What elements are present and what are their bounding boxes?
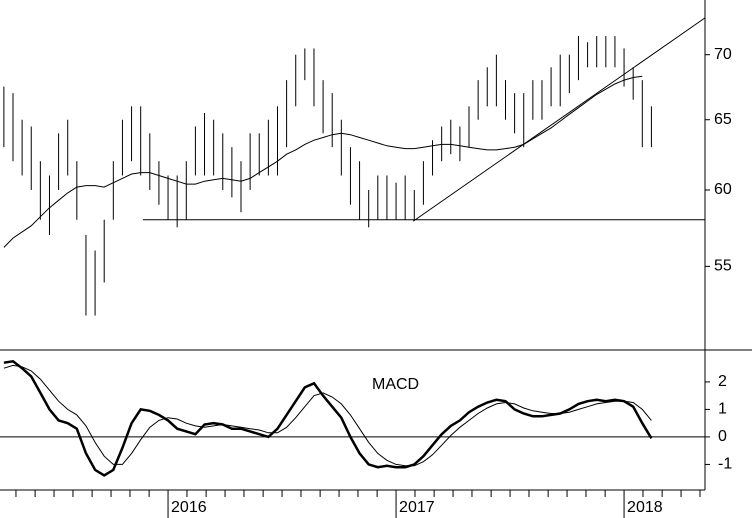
y-tick-label: 2: [718, 373, 727, 390]
y-tick-label: -1: [718, 456, 732, 473]
moving-average: [3, 75, 643, 248]
y-tick-label: 1: [718, 401, 727, 418]
macd-line: [3, 359, 653, 477]
annotation: MACD: [372, 376, 419, 393]
y-tick-label: 0: [718, 428, 727, 445]
y-tick-label: 60: [714, 181, 732, 198]
signal-line: [3, 364, 652, 467]
x-tick-label: 2018: [627, 499, 663, 516]
y-tick-label: 70: [714, 46, 732, 63]
x-tick-label: 2016: [171, 499, 207, 516]
y-tick-label: 55: [714, 258, 732, 275]
y-tick-label: 65: [714, 111, 732, 128]
trend-line: [412, 17, 706, 222]
x-tick-label: 2017: [399, 499, 435, 516]
